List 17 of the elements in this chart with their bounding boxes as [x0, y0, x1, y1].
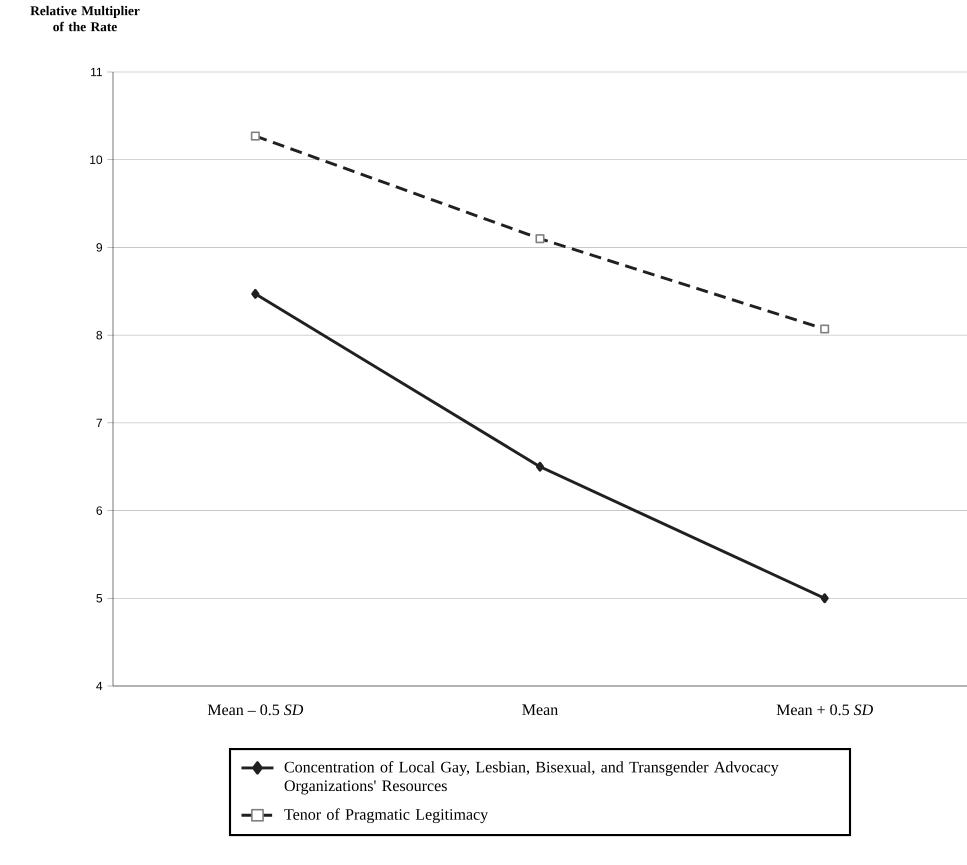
y-tick-label: 6: [96, 506, 102, 515]
y-tick-label: 5: [96, 594, 102, 602]
y-tick-label: 8: [96, 330, 102, 340]
x-tick-label: Mean – 0.5 SD: [208, 704, 304, 716]
y-axis-title: Relative Multiplier of the Rate: [30, 6, 140, 32]
y-tick-label: 11: [91, 68, 102, 76]
legend-label: Tenor of Pragmatic Legitimacy: [284, 808, 488, 824]
point: [536, 462, 544, 472]
y-tick-label: 4: [96, 682, 102, 690]
y-tick-label: 9: [96, 243, 102, 252]
legend-label: Concentration of Local Gay, Lesbian, Bisexual, and Transgender Advocacy Organizations' Resources: [284, 761, 779, 794]
y-tick-label: 7: [96, 418, 102, 427]
y-tick-label: 10: [90, 155, 102, 164]
x-tick-label: Mean + 0.5 SD: [776, 704, 873, 716]
point: [820, 593, 829, 604]
point: [251, 288, 260, 299]
x-tick-label: Mean: [522, 704, 558, 716]
